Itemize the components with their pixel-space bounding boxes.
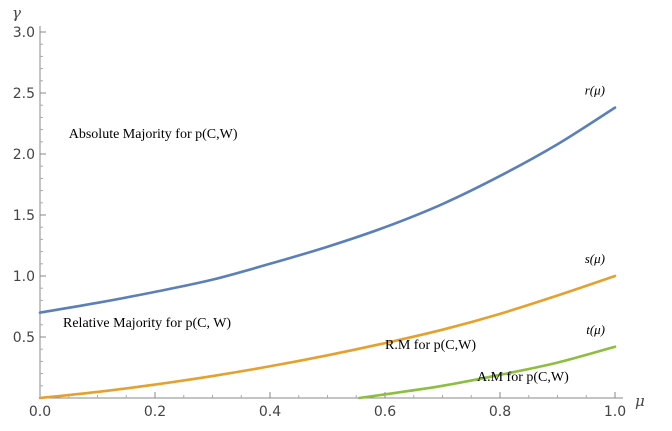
series-label-t: t(μ)	[586, 322, 605, 337]
y-tick-label: 2.0	[13, 147, 35, 163]
x-tick-label: 0.6	[374, 404, 396, 420]
x-tick-label: 0.2	[144, 404, 166, 420]
x-tick-label: 1.0	[604, 404, 626, 420]
y-tick-label: 1.0	[13, 269, 35, 285]
series-line-s	[38, 274, 617, 400]
x-tick-label: 0.8	[489, 404, 511, 420]
y-axis-label: γ	[12, 4, 21, 22]
series-label-r: r(μ)	[585, 83, 605, 98]
annotation-3: R.M for p(C,W)	[385, 338, 476, 353]
x-tick-label: 0.0	[29, 404, 51, 420]
series-layer	[38, 106, 617, 400]
annotation-1: Absolute Majority for p(C,W)	[69, 127, 238, 142]
axes: 0.0 0.2 0.4 0.6 0.8 1.0 0.5 1.0 1.5 2.0 2.5 3.0 γ μ	[12, 4, 645, 420]
x-tick-label: 0.4	[259, 404, 281, 420]
y-tick-label: 0.5	[13, 330, 35, 346]
x-axis-label: μ	[635, 392, 645, 410]
series-label-s: s(μ)	[585, 251, 605, 266]
y-tick-label: 1.5	[13, 208, 35, 224]
series-line-t	[357, 345, 617, 400]
annotation-4: A.M for p(C,W)	[477, 370, 569, 385]
y-tick-label: 2.5	[13, 86, 35, 102]
annotation-2: Relative Majority for p(C, W)	[63, 316, 231, 331]
y-tick-label: 3.0	[13, 25, 35, 41]
labels-layer: r(μ) s(μ) t(μ) Absolute Majority for p(C,W)…	[63, 83, 605, 385]
series-line-r	[38, 106, 617, 314]
